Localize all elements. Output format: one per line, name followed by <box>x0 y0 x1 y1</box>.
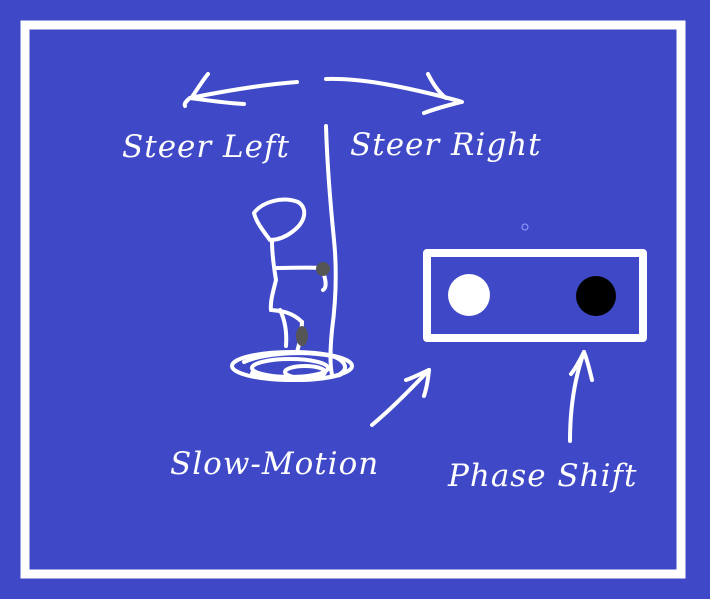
steer-right-label: Steer Right <box>350 127 542 163</box>
knee-joint <box>296 326 308 346</box>
steer-left-arrow <box>182 72 299 108</box>
slow-motion-label: Slow-Motion <box>170 446 380 482</box>
phase-dot-black <box>576 276 616 316</box>
stick-figure <box>252 197 328 354</box>
outer-frame <box>20 20 686 579</box>
steer-right-arrow <box>324 72 464 115</box>
pole <box>324 124 338 377</box>
phase-dot-white <box>448 274 490 316</box>
phase-shift-arrow <box>568 350 594 443</box>
hoverboard <box>230 350 354 382</box>
hand-joint <box>316 262 330 276</box>
slow-motion-arrow <box>370 368 431 427</box>
cursor-ring <box>521 223 529 231</box>
phase-shift-label: Phase Shift <box>448 458 638 494</box>
steer-left-label: Steer Left <box>122 129 290 165</box>
phase-toggle-box <box>423 249 647 342</box>
